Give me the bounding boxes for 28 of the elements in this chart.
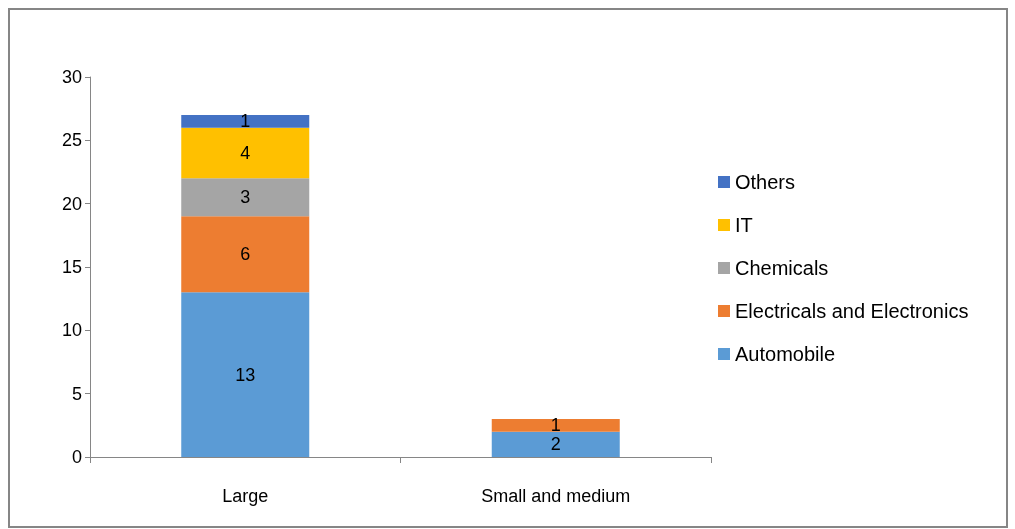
y-tick-label: 0 <box>71 447 82 467</box>
bar <box>181 115 310 128</box>
y-tick-label: 30 <box>61 67 82 87</box>
y-tick-label: 20 <box>61 193 82 214</box>
bar <box>181 127 310 179</box>
data-label: 4 <box>240 143 251 163</box>
data-label: 3 <box>240 187 251 208</box>
bar <box>491 419 620 432</box>
x-tick-label: Small and medium <box>481 486 631 506</box>
data-label: 1 <box>550 415 561 436</box>
bar <box>181 292 310 457</box>
bar <box>181 216 310 293</box>
legend-label: Automobile <box>735 343 836 365</box>
data-label: 2 <box>550 434 561 455</box>
data-label: 13 <box>235 364 256 385</box>
bar <box>181 178 310 217</box>
y-tick-label: 15 <box>61 257 82 277</box>
data-label: 1 <box>240 111 251 132</box>
legend-label: Chemicals <box>735 257 829 279</box>
y-tick-label: 25 <box>61 130 82 151</box>
data-label: 6 <box>240 244 251 265</box>
y-tick-label: 10 <box>61 320 82 341</box>
x-tick-label: Large <box>222 486 269 506</box>
legend-label: Electricals and Electronics <box>735 300 969 322</box>
legend-label: IT <box>735 214 753 236</box>
y-tick-label: 5 <box>71 383 82 404</box>
bar <box>491 431 620 457</box>
legend-label: Others <box>735 171 796 193</box>
